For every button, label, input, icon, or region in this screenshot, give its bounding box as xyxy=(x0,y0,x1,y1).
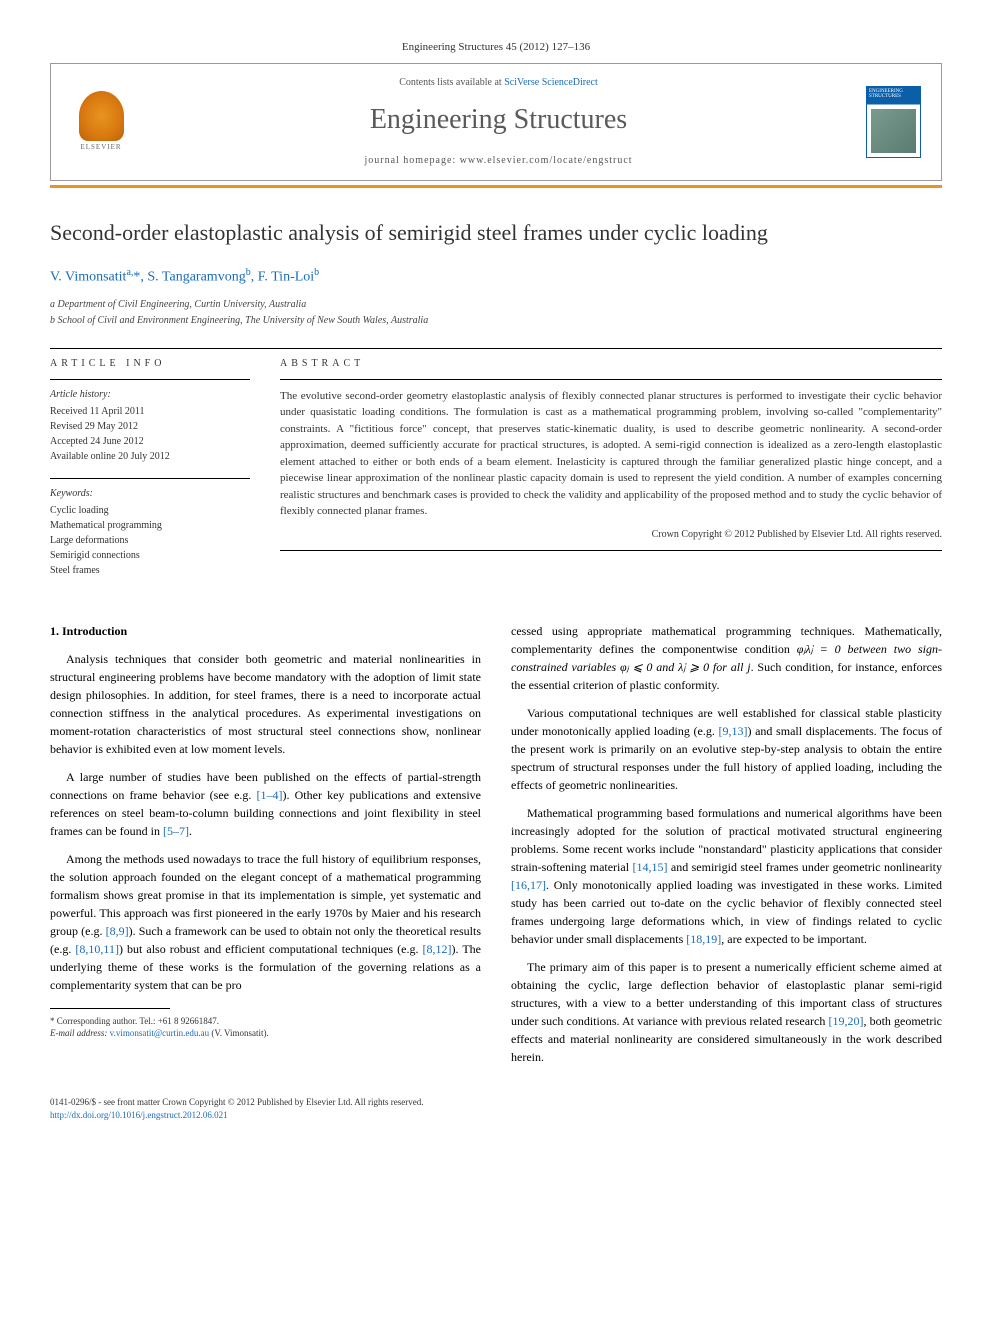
article-title: Second-order elastoplastic analysis of s… xyxy=(50,218,942,249)
email-label: E-mail address: xyxy=(50,1028,110,1038)
keyword-3: Large deformations xyxy=(50,533,250,548)
author-link-2[interactable]: , S. Tangaramvong xyxy=(140,270,245,285)
journal-title: Engineering Structures xyxy=(131,100,866,139)
paragraph-4: cessed using appropriate mathematical pr… xyxy=(511,622,942,694)
email-link[interactable]: v.vimonsatit@curtin.edu.au xyxy=(110,1028,209,1038)
ref-link-14-15[interactable]: [14,15] xyxy=(632,860,667,874)
paragraph-2: A large number of studies have been publ… xyxy=(50,768,481,840)
paragraph-6: Mathematical programming based formulati… xyxy=(511,804,942,948)
p2-text-c: . xyxy=(189,824,192,838)
ref-link-8-12[interactable]: [8,12] xyxy=(423,942,452,956)
info-divider-1 xyxy=(50,379,250,380)
keywords-heading: Keywords: xyxy=(50,487,250,501)
ref-link-18-19[interactable]: [18,19] xyxy=(686,932,721,946)
email-suffix: (V. Vimonsatit). xyxy=(209,1028,269,1038)
keyword-4: Semirigid connections xyxy=(50,548,250,563)
ref-link-5-7[interactable]: [5–7] xyxy=(163,824,189,838)
divider-top xyxy=(50,348,942,349)
ref-link-8-9[interactable]: [8,9] xyxy=(106,924,129,938)
orange-divider xyxy=(50,185,942,188)
body-column-right: cessed using appropriate mathematical pr… xyxy=(511,622,942,1076)
cover-label: ENGINEERING STRUCTURES xyxy=(869,89,920,100)
email-line: E-mail address: v.vimonsatit@curtin.edu.… xyxy=(50,1027,481,1040)
keyword-1: Cyclic loading xyxy=(50,503,250,518)
revised-date: Revised 29 May 2012 xyxy=(50,419,250,434)
p6-text-b: and semirigid steel frames under geometr… xyxy=(667,860,942,874)
authors-line: V. Vimonsatita,*, S. Tangaramvongb, F. T… xyxy=(50,266,942,287)
sciencedirect-link[interactable]: SciVerse ScienceDirect xyxy=(504,77,598,88)
abstract-column: ABSTRACT The evolutive second-order geom… xyxy=(280,357,942,592)
homepage-prefix: journal homepage: xyxy=(364,155,459,166)
info-divider-2 xyxy=(50,478,250,479)
affiliation-a: a Department of Civil Engineering, Curti… xyxy=(50,298,942,312)
p6-text-d: , are expected to be important. xyxy=(721,932,867,946)
footnote-block: * Corresponding author. Tel.: +61 8 9266… xyxy=(50,1015,481,1040)
body-column-left: 1. Introduction Analysis techniques that… xyxy=(50,622,481,1076)
journal-cover-thumbnail: ENGINEERING STRUCTURES xyxy=(866,86,921,158)
citation-header: Engineering Structures 45 (2012) 127–136 xyxy=(50,40,942,55)
accepted-date: Accepted 24 June 2012 xyxy=(50,434,250,449)
keyword-5: Steel frames xyxy=(50,563,250,578)
abstract-divider xyxy=(280,379,942,380)
keyword-2: Mathematical programming xyxy=(50,518,250,533)
affiliations: a Department of Civil Engineering, Curti… xyxy=(50,298,942,328)
paragraph-3: Among the methods used nowadays to trace… xyxy=(50,850,481,994)
elsevier-logo: ELSEVIER xyxy=(71,87,131,157)
history-heading: Article history: xyxy=(50,388,250,402)
article-info-column: ARTICLE INFO Article history: Received 1… xyxy=(50,357,250,592)
contents-prefix: Contents lists available at xyxy=(399,77,504,88)
abstract-copyright: Crown Copyright © 2012 Published by Else… xyxy=(280,528,942,542)
elsevier-tree-icon xyxy=(79,91,124,141)
corresponding-author: * Corresponding author. Tel.: +61 8 9266… xyxy=(50,1015,481,1028)
doi-link[interactable]: http://dx.doi.org/10.1016/j.engstruct.20… xyxy=(50,1110,228,1120)
paragraph-1: Analysis techniques that consider both g… xyxy=(50,650,481,758)
article-info-label: ARTICLE INFO xyxy=(50,357,250,371)
ref-link-16-17[interactable]: [16,17] xyxy=(511,878,546,892)
received-date: Received 11 April 2011 xyxy=(50,404,250,419)
section-1-heading: 1. Introduction xyxy=(50,622,481,640)
abstract-label: ABSTRACT xyxy=(280,357,942,371)
journal-header-box: ELSEVIER Contents lists available at Sci… xyxy=(50,63,942,180)
affiliation-b: b School of Civil and Environment Engine… xyxy=(50,314,942,328)
ref-link-8-10-11[interactable]: [8,10,11] xyxy=(75,942,119,956)
contents-available: Contents lists available at SciVerse Sci… xyxy=(131,76,866,90)
footer-copyright: 0141-0296/$ - see front matter Crown Cop… xyxy=(50,1096,942,1110)
footnote-separator xyxy=(50,1008,170,1009)
abstract-divider-bottom xyxy=(280,550,942,551)
author-link-1[interactable]: V. Vimonsatit xyxy=(50,270,126,285)
ref-link-1-4[interactable]: [1–4] xyxy=(257,788,283,802)
online-date: Available online 20 July 2012 xyxy=(50,449,250,464)
ref-link-9-13[interactable]: [9,13] xyxy=(718,724,747,738)
cover-image-icon xyxy=(871,109,916,153)
abstract-text: The evolutive second-order geometry elas… xyxy=(280,388,942,520)
author-sup-3: b xyxy=(314,267,319,278)
page-footer: 0141-0296/$ - see front matter Crown Cop… xyxy=(50,1096,942,1123)
p3-text-c: ) but also robust and efficient computat… xyxy=(119,942,423,956)
paragraph-7: The primary aim of this paper is to pres… xyxy=(511,958,942,1066)
journal-homepage: journal homepage: www.elsevier.com/locat… xyxy=(131,154,866,168)
homepage-url: www.elsevier.com/locate/engstruct xyxy=(460,155,633,166)
author-link-3[interactable]: , F. Tin-Loi xyxy=(251,270,314,285)
paragraph-5: Various computational techniques are wel… xyxy=(511,704,942,794)
ref-link-19-20[interactable]: [19,20] xyxy=(828,1014,863,1028)
elsevier-text: ELSEVIER xyxy=(80,143,121,153)
